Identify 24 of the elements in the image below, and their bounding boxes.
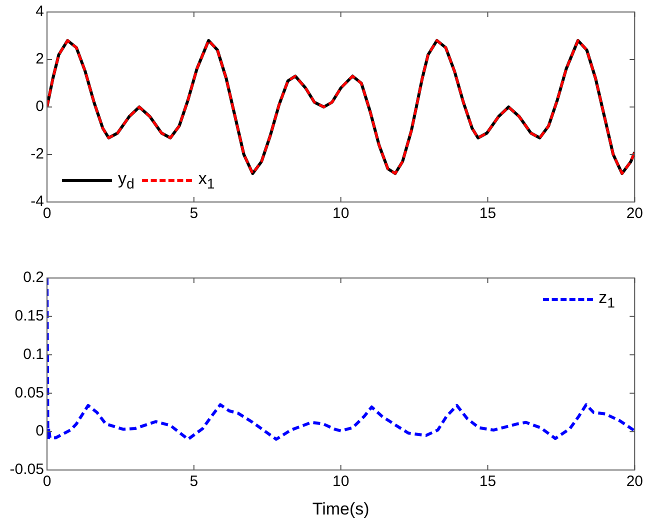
y-tick-label: 0 [36, 98, 44, 116]
legend-label: y$_{d}$ [118, 169, 134, 192]
y-tick-label: 2 [36, 50, 44, 68]
x-tick-label: 5 [190, 205, 198, 222]
y-tick-label: 0.15 [14, 308, 44, 325]
y-tick-label: -2 [30, 146, 44, 163]
x-tick-label: 10 [332, 205, 350, 222]
legend-label: x$_{1}$ [198, 169, 215, 192]
y-tick-label: 0.05 [14, 384, 44, 402]
x-tick-label: 15 [479, 473, 496, 490]
x-tick-label: 10 [332, 473, 350, 490]
y-tick-label: 0.2 [23, 269, 44, 286]
y-tick-label: -0.05 [10, 461, 44, 478]
line-series [47, 278, 635, 441]
y-tick-label: 4 [36, 3, 44, 20]
y-tick-label: 0 [36, 422, 44, 440]
x-tick-label: 20 [626, 473, 643, 490]
y-tick-label: 0.1 [23, 346, 44, 363]
legend-label: z$_{1}$ [598, 288, 616, 312]
x-axis-title: Time(s) [312, 499, 370, 518]
x-tick-label: 5 [190, 473, 198, 490]
y-tick-label: -4 [30, 193, 44, 210]
x-tick-label: 15 [479, 205, 496, 222]
x-tick-label: 20 [626, 205, 643, 222]
